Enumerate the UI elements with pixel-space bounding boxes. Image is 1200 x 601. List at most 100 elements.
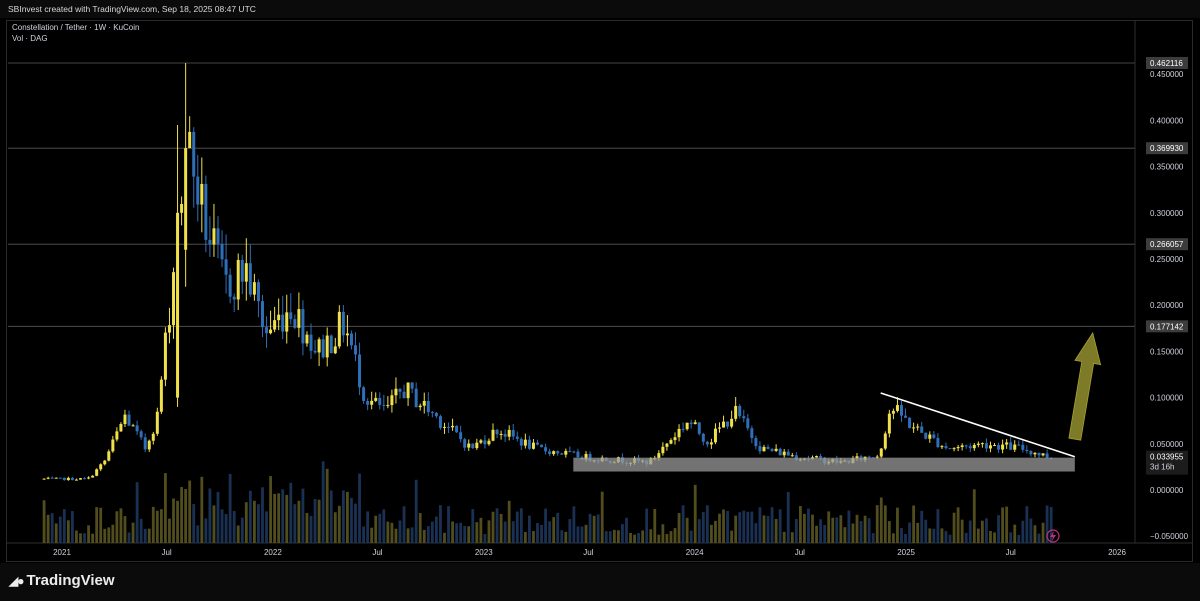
volume-bar <box>414 479 418 543</box>
candle-body <box>232 296 236 300</box>
volume-bar <box>70 511 74 543</box>
volume-bar <box>754 523 758 543</box>
volume-bar <box>633 534 636 543</box>
candle-body <box>879 448 883 457</box>
volume-bar <box>900 528 903 543</box>
symbol-legend[interactable]: Constellation / Tether · 1W · KuCoin <box>12 23 140 32</box>
volume-bar <box>257 504 260 543</box>
volume-bar <box>916 522 920 543</box>
volume-bar <box>398 520 402 543</box>
volume-bar <box>932 528 936 543</box>
candle-body <box>499 433 503 435</box>
level-badge-label: 0.369930 <box>1150 144 1184 153</box>
volume-bar <box>1009 532 1013 543</box>
x-tick-label: 2025 <box>897 548 915 557</box>
candle-body <box>62 477 66 481</box>
volume-bar <box>604 531 608 543</box>
y-tick-label: 0.200000 <box>1150 301 1184 310</box>
candle-body <box>523 439 527 446</box>
candle-body <box>758 446 762 452</box>
volume-bar <box>333 512 337 543</box>
alert-bolt-icon[interactable] <box>1046 529 1060 543</box>
volume-bar <box>730 530 734 543</box>
volume-bar <box>738 512 742 543</box>
volume-bar <box>390 522 394 543</box>
volume-bar <box>697 519 701 543</box>
volume-bar <box>459 522 463 543</box>
y-tick-label: 0.400000 <box>1150 116 1184 125</box>
volume-bar <box>956 507 960 543</box>
volume-bar <box>815 525 818 543</box>
candle-body <box>394 388 398 396</box>
volume-bar <box>196 525 200 543</box>
candle-body <box>163 332 167 380</box>
level-badge <box>1146 320 1188 333</box>
volume-bar <box>50 513 54 543</box>
volume-bar <box>402 506 406 543</box>
candle-body <box>269 329 273 334</box>
candle-body <box>422 400 426 406</box>
volume-bar <box>592 515 596 543</box>
volume-bar <box>487 520 491 543</box>
volume-bar <box>976 528 980 543</box>
volume-bar <box>528 515 531 543</box>
volume-bar <box>568 519 572 543</box>
candle-body <box>928 434 932 439</box>
volume-bar <box>354 503 357 543</box>
volume-bar <box>774 518 778 543</box>
volume-bar <box>305 512 309 543</box>
volume-bar <box>447 506 450 543</box>
candle-body <box>358 354 362 388</box>
volume-bar <box>548 521 552 543</box>
candle-body <box>273 320 277 330</box>
volume-bar <box>859 521 863 543</box>
candle-body <box>766 446 770 449</box>
volume-bar <box>584 524 588 543</box>
candle-body <box>887 413 891 434</box>
candle-body <box>491 429 495 441</box>
volume-bar <box>536 523 539 543</box>
candle-body <box>196 176 200 205</box>
volume-bar <box>151 506 155 543</box>
volume-bar <box>366 511 370 543</box>
volume-bar <box>511 521 515 543</box>
volume-bar <box>588 513 592 543</box>
candle-body <box>912 427 916 429</box>
candle-body <box>345 333 349 336</box>
x-tick-label: Jul <box>795 548 805 557</box>
candle-body <box>568 450 572 452</box>
volume-bar <box>386 521 390 543</box>
volume-bar <box>507 500 511 543</box>
candle-body <box>920 426 924 433</box>
candle-body <box>42 478 46 480</box>
candle-body <box>855 456 859 459</box>
candle-body <box>531 442 535 449</box>
volume-bar <box>346 491 349 543</box>
volume-bar <box>742 510 746 543</box>
volume-bar <box>1005 506 1009 543</box>
volume-bar <box>358 473 361 543</box>
volume-bar <box>285 494 289 543</box>
volume-bar <box>123 516 127 543</box>
level-badge <box>1146 57 1188 70</box>
footer-bar <box>0 563 1200 601</box>
tradingview-logo[interactable]: ◢● TradingView <box>9 572 115 589</box>
volume-bar <box>572 506 576 543</box>
candle-body <box>119 424 123 432</box>
volume-bar <box>62 509 66 543</box>
candle-body <box>778 448 782 456</box>
candle-body <box>87 477 91 479</box>
candle-body <box>572 451 576 453</box>
support-zone <box>573 457 1075 472</box>
candle-body <box>167 325 171 333</box>
volume-bar <box>184 488 188 543</box>
y-tick-label: −0.050000 <box>1150 532 1189 541</box>
volume-bar <box>188 480 192 543</box>
volume-bar <box>467 526 471 543</box>
candle-body <box>155 411 159 434</box>
candle-body <box>984 443 988 449</box>
volume-legend[interactable]: Vol · DAG <box>12 34 48 43</box>
volume-bar <box>1025 506 1029 543</box>
candle-body <box>208 239 212 245</box>
